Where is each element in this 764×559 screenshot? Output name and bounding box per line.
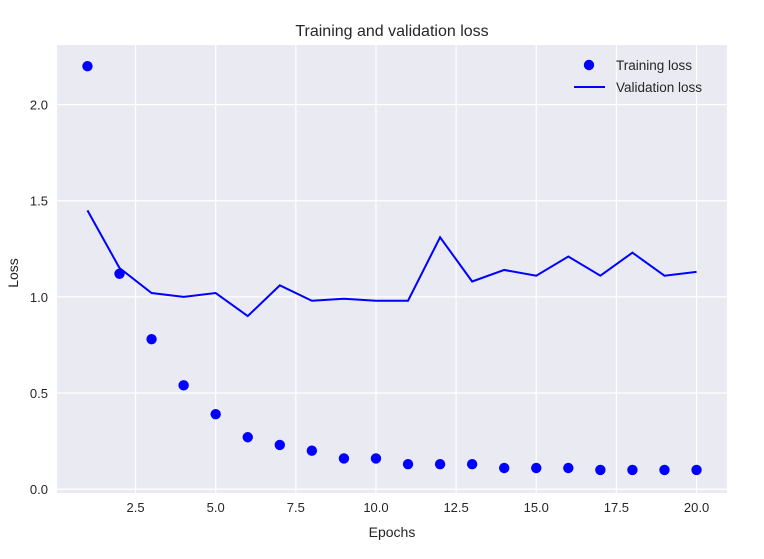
training-loss-point xyxy=(595,464,606,476)
training-loss-point xyxy=(691,464,702,476)
training-loss-point xyxy=(370,453,382,464)
x-tick-label: 2.5 xyxy=(127,500,145,515)
legend-training-marker xyxy=(583,59,595,71)
y-tick-label: 0.5 xyxy=(30,386,48,401)
training-loss-point xyxy=(338,453,350,464)
training-loss-point xyxy=(274,439,285,451)
chart-title: Training and validation loss xyxy=(295,23,488,40)
training-loss-point xyxy=(114,268,125,280)
training-loss-point xyxy=(82,60,93,72)
y-tick-label: 1.5 xyxy=(30,194,48,209)
validation-loss-line xyxy=(86,209,697,318)
training-loss-point xyxy=(659,464,670,476)
plot-area xyxy=(57,45,727,493)
x-tick-label: 20.0 xyxy=(684,500,709,515)
training-loss-point xyxy=(563,462,574,474)
legend-training-label: Training loss xyxy=(616,58,692,73)
x-tick-label: 12.5 xyxy=(443,500,468,515)
training-loss-point xyxy=(531,462,542,474)
y-tick-label: 0.0 xyxy=(30,482,48,497)
y-tick-label: 1.0 xyxy=(30,290,48,305)
training-loss-point xyxy=(178,380,189,391)
training-loss-point xyxy=(466,458,478,470)
legend-validation-label: Validation loss xyxy=(616,80,702,95)
training-loss-point xyxy=(306,445,318,456)
training-loss-point xyxy=(146,333,157,345)
x-tick-label: 15.0 xyxy=(524,500,549,515)
training-loss-point xyxy=(210,408,221,420)
training-loss-point xyxy=(627,464,638,476)
training-loss-point xyxy=(434,458,446,470)
gridlines xyxy=(57,45,727,493)
y-axis-label: Loss xyxy=(5,258,21,288)
series-layer xyxy=(82,60,702,476)
training-loss-point xyxy=(402,458,414,470)
y-tick-label: 2.0 xyxy=(30,98,48,113)
x-tick-label: 5.0 xyxy=(207,500,225,515)
training-loss-point xyxy=(499,462,510,474)
y-axis-ticks: 0.0 0.5 1.0 1.5 2.0 xyxy=(30,98,48,498)
x-tick-label: 7.5 xyxy=(287,500,305,515)
legend: Training loss Validation loss xyxy=(574,58,702,95)
x-axis-ticks: 2.5 5.0 7.5 10.0 12.5 15.0 17.5 20.0 xyxy=(127,500,710,515)
x-axis-label: Epochs xyxy=(369,524,416,540)
training-loss-point xyxy=(242,432,253,443)
x-tick-label: 17.5 xyxy=(604,500,629,515)
x-tick-label: 10.0 xyxy=(363,500,388,515)
